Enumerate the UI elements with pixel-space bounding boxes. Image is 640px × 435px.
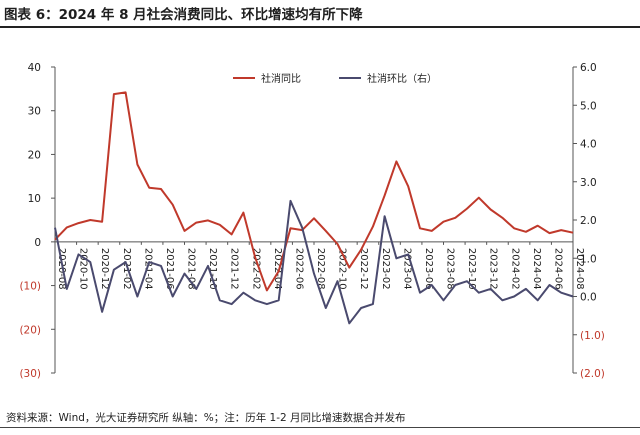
x-tick-label: 2022-02 <box>250 248 261 290</box>
chart-legend: 社消同比 社消环比（右） <box>233 72 437 85</box>
x-tick-label: 2023-10 <box>466 248 477 290</box>
y-left-tick-label: (10) <box>19 281 41 293</box>
y-left-tick-label: 10 <box>28 193 41 205</box>
y-right-tick-label: 4.0 <box>580 139 597 151</box>
bottom-divider <box>0 427 640 428</box>
x-tick-label: 2024-02 <box>509 248 520 290</box>
x-tick-label: 2022-06 <box>293 248 304 290</box>
x-tick-label: 2020-08 <box>56 248 67 290</box>
series-line-yoy <box>54 91 574 292</box>
y-right-tick-label: (1.0) <box>580 330 605 342</box>
title-divider <box>0 26 640 28</box>
x-tick-label: 2023-04 <box>401 248 412 290</box>
y-left-tick-label: 40 <box>28 62 41 74</box>
figure-title: 图表 6：2024 年 8 月社会消费同比、环比增速均有所下降 <box>4 7 363 23</box>
x-tick-label: 2020-10 <box>78 248 89 290</box>
x-tick-label: 2022-12 <box>358 248 369 290</box>
y-right-tick-label: 2.0 <box>580 215 597 227</box>
y-right-tick-label: 1.0 <box>580 253 597 265</box>
x-tick-label: 2021-06 <box>164 248 175 290</box>
x-tick-label: 2021-12 <box>229 248 240 290</box>
source-footnote: 资料来源：Wind，光大证券研究所 纵轴：%；注：历年 1-2 月同比增速数据合… <box>6 412 406 424</box>
x-tick-label: 2023-02 <box>380 248 391 290</box>
x-tick-label: 2023-12 <box>488 248 499 290</box>
y-right-tick-label: 0.0 <box>580 292 597 304</box>
y-left-tick-label: 30 <box>28 106 41 118</box>
y-left-tick-label: 20 <box>28 149 41 161</box>
y-right-tick-label: 3.0 <box>580 177 597 189</box>
y-right-tick-label: 6.0 <box>580 62 597 74</box>
y-left-tick-label: 0 <box>34 237 41 249</box>
x-tick-label: 2022-08 <box>315 248 326 290</box>
x-tick-label: 2021-10 <box>207 248 218 290</box>
y-left-tick-label: (30) <box>19 368 41 380</box>
x-tick-label: 2023-06 <box>423 248 434 290</box>
x-tick-label: 2021-08 <box>186 248 197 290</box>
x-tick-label: 2022-04 <box>272 248 283 290</box>
x-tick-label: 2024-06 <box>552 248 563 290</box>
y-left-tick-label: (20) <box>19 324 41 336</box>
legend-label-mom: 社消环比（右） <box>367 72 437 85</box>
x-tick-label: 2023-08 <box>445 248 456 290</box>
x-tick-label: 2021-02 <box>121 248 132 290</box>
y-right-tick-label: (2.0) <box>580 368 605 380</box>
series-line-mom <box>54 199 574 325</box>
y-right-tick-label: 5.0 <box>580 100 597 112</box>
x-tick-label: 2022-10 <box>337 248 348 290</box>
legend-label-yoy: 社消同比 <box>261 72 301 85</box>
series-layer <box>54 91 574 325</box>
x-tick-label: 2024-04 <box>531 248 542 290</box>
x-tick-label: 2024-08 <box>574 248 585 290</box>
x-tick-label: 2020-12 <box>99 248 110 290</box>
